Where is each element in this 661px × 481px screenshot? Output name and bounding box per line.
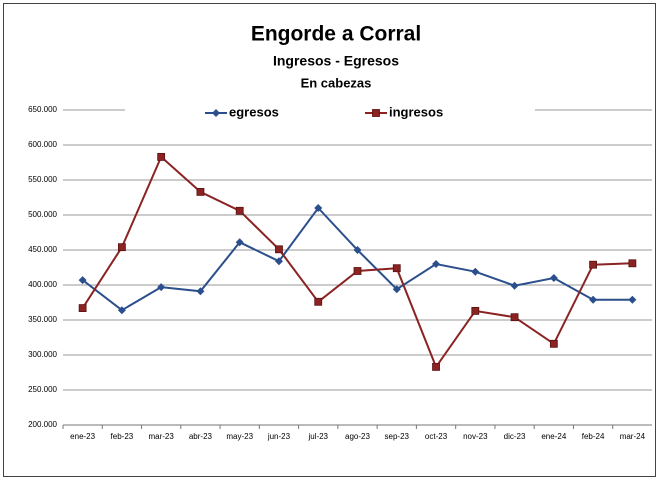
- legend-label: ingresos: [389, 104, 443, 119]
- chart-border: [3, 3, 656, 477]
- point: [589, 295, 598, 304]
- y-tick-label: 300.000: [28, 350, 57, 359]
- chart-annotation: En cabezas: [301, 75, 372, 90]
- chart-title: Engorde a Corral: [251, 23, 421, 46]
- point: [235, 206, 244, 215]
- point: [274, 257, 283, 266]
- point: [117, 306, 126, 315]
- x-tick-label: sep-23: [385, 432, 410, 441]
- point: [157, 283, 166, 292]
- legend-label: egresos: [229, 104, 279, 119]
- y-tick-label: 500.000: [28, 210, 57, 219]
- point: [314, 204, 323, 212]
- y-tick-label: 200.000: [28, 420, 57, 429]
- point: [196, 187, 205, 196]
- point: [372, 109, 380, 117]
- point: [432, 260, 441, 268]
- x-tick-label: feb-24: [582, 432, 605, 441]
- point: [314, 297, 323, 306]
- point: [78, 304, 87, 313]
- x-tick-label: may-23: [226, 432, 253, 441]
- point: [471, 306, 480, 315]
- y-tick-label: 450.000: [28, 245, 57, 254]
- x-tick-label: mar-24: [620, 432, 646, 441]
- point: [471, 267, 480, 276]
- legend-background: [125, 101, 535, 119]
- point: [549, 274, 558, 282]
- y-tick-label: 550.000: [28, 175, 57, 184]
- point: [628, 259, 637, 268]
- x-tick-label: ago-23: [345, 432, 370, 441]
- point: [78, 276, 87, 285]
- x-tick-label: oct-23: [425, 432, 448, 441]
- x-tick-label: jul-23: [307, 432, 328, 441]
- chart-subtitle: Ingresos - Egresos: [273, 53, 399, 69]
- point: [353, 246, 362, 254]
- x-tick-label: dic-23: [504, 432, 526, 441]
- x-tick-label: ene-23: [70, 432, 95, 441]
- point: [392, 264, 401, 273]
- x-tick-label: abr-23: [189, 432, 213, 441]
- point: [235, 238, 244, 247]
- y-tick-label: 600.000: [28, 140, 57, 149]
- point: [353, 267, 362, 275]
- point: [549, 339, 558, 348]
- x-tick-label: feb-23: [111, 432, 134, 441]
- point: [212, 109, 220, 117]
- y-tick-label: 350.000: [28, 315, 57, 324]
- y-tick-label: 400.000: [28, 280, 57, 289]
- y-tick-label: 250.000: [28, 385, 57, 394]
- x-tick-label: mar-23: [148, 432, 174, 441]
- point: [275, 245, 283, 254]
- x-tick-label: jun-23: [267, 432, 291, 441]
- point: [432, 362, 440, 371]
- point: [392, 285, 401, 294]
- point: [510, 313, 519, 322]
- point: [510, 281, 519, 290]
- point: [157, 152, 166, 161]
- point: [589, 260, 597, 269]
- point: [118, 243, 126, 252]
- point: [628, 295, 637, 304]
- point: [196, 287, 205, 296]
- y-tick-label: 650.000: [28, 105, 57, 114]
- x-tick-label: nov-23: [463, 432, 488, 441]
- x-tick-label: ene-24: [541, 432, 566, 441]
